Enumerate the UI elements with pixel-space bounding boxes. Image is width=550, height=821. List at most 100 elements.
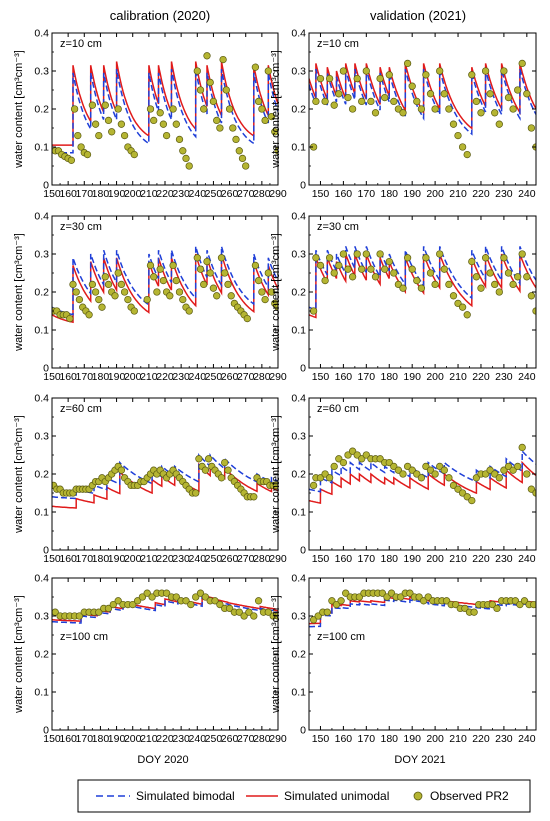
x-tick-label: 270 bbox=[237, 188, 255, 200]
x-tick-label: 230 bbox=[495, 188, 513, 200]
plot-area bbox=[309, 443, 536, 505]
x-tick-label: 170 bbox=[358, 553, 376, 565]
observed-point bbox=[309, 616, 318, 624]
y-tick-label: 0 bbox=[300, 363, 306, 375]
legend-box bbox=[77, 779, 531, 813]
observed-point bbox=[221, 269, 229, 277]
plot-area bbox=[309, 246, 536, 319]
x-tick-label: 240 bbox=[518, 553, 536, 565]
observed-point bbox=[463, 150, 471, 159]
observed-point bbox=[344, 265, 352, 273]
x-tick-label: 210 bbox=[140, 733, 158, 745]
observed-point bbox=[463, 311, 471, 319]
observed-point bbox=[95, 295, 103, 304]
observed-point bbox=[264, 67, 272, 75]
observed-point bbox=[330, 269, 338, 277]
observed-point bbox=[436, 462, 444, 471]
observed-point bbox=[520, 597, 529, 605]
panel-val-30: 0 0.1 0.2 0.3 0.4 150 160 170 180 190 200 210 220 230… bbox=[270, 211, 537, 383]
observed-point bbox=[88, 280, 97, 289]
observed-point bbox=[436, 67, 444, 75]
y-tick-label: 0.1 bbox=[291, 507, 306, 519]
observed-point bbox=[417, 105, 426, 113]
observed-point bbox=[376, 250, 384, 258]
observed-point bbox=[203, 52, 211, 60]
observed-point bbox=[417, 284, 426, 292]
observed-point bbox=[143, 589, 151, 597]
observed-point bbox=[426, 90, 435, 98]
observed-point bbox=[274, 147, 278, 155]
observed-point bbox=[378, 589, 387, 597]
observed-point bbox=[518, 443, 526, 452]
observed-point bbox=[224, 466, 232, 474]
observed-point bbox=[219, 55, 227, 64]
y-tick-label: 0 bbox=[300, 725, 306, 737]
observed-point bbox=[216, 600, 224, 609]
observed-point bbox=[323, 608, 331, 616]
observed-point bbox=[481, 67, 490, 75]
y-tick-label: 0.3 bbox=[34, 249, 49, 261]
x-tick-label: 170 bbox=[358, 733, 376, 745]
observed-point bbox=[159, 120, 168, 128]
observed-point bbox=[267, 112, 276, 121]
x-tick-label: 190 bbox=[403, 733, 421, 745]
x-tick-label: 220 bbox=[156, 188, 174, 200]
x-tick-label: 220 bbox=[156, 733, 174, 745]
x-tick-label: 290 bbox=[269, 371, 287, 383]
x-tick-label: 210 bbox=[140, 188, 158, 200]
observed-point bbox=[339, 250, 348, 258]
x-tick-label: 180 bbox=[380, 371, 398, 383]
depth-label: z=100 cm bbox=[317, 631, 365, 643]
observed-point bbox=[91, 120, 100, 128]
observed-point bbox=[452, 600, 460, 609]
observed-point bbox=[172, 120, 180, 128]
observed-point bbox=[325, 254, 334, 262]
x-tick-label: 160 bbox=[59, 733, 77, 745]
x-tick-label: 210 bbox=[449, 188, 467, 200]
observed-point bbox=[187, 600, 195, 609]
x-tick-label: 260 bbox=[221, 188, 239, 200]
validation-column-title: validation (2021) bbox=[370, 8, 466, 23]
observed-point bbox=[449, 292, 458, 300]
y-tick-label: 0.4 bbox=[34, 573, 49, 585]
observed-point bbox=[468, 257, 476, 266]
observed-point bbox=[192, 489, 200, 497]
observed-point bbox=[75, 612, 84, 620]
observed-point bbox=[201, 593, 210, 601]
depth-label: z=30 cm bbox=[317, 221, 359, 233]
observed-point bbox=[530, 600, 536, 609]
observed-point bbox=[440, 466, 448, 474]
observed-point bbox=[514, 462, 522, 471]
observed-point bbox=[175, 135, 184, 144]
observed-point bbox=[358, 455, 366, 463]
y-axis-label: water content [cm³cm⁻³] bbox=[270, 233, 282, 352]
unimodal-series-line bbox=[52, 253, 278, 324]
observed-point bbox=[335, 90, 343, 98]
observed-point bbox=[124, 295, 132, 304]
observed-point bbox=[399, 109, 407, 117]
observed-point bbox=[242, 162, 250, 170]
observed-point bbox=[355, 593, 364, 601]
x-tick-label: 180 bbox=[380, 188, 398, 200]
y-tick-label: 0.3 bbox=[34, 611, 49, 623]
x-tick-label: 280 bbox=[253, 733, 271, 745]
y-tick-label: 0.3 bbox=[291, 249, 306, 261]
observed-point bbox=[406, 589, 414, 597]
observed-point bbox=[495, 474, 503, 482]
x-tick-label: 290 bbox=[269, 188, 287, 200]
observed-point bbox=[175, 288, 184, 296]
observed-point bbox=[225, 105, 234, 113]
x-tick-label: 240 bbox=[518, 733, 536, 745]
observed-point bbox=[472, 97, 481, 106]
observed-point bbox=[193, 254, 201, 262]
y-tick-label: 0 bbox=[43, 180, 49, 192]
y-tick-label: 0.3 bbox=[291, 431, 306, 443]
observed-point bbox=[227, 292, 235, 300]
panel-cal-30: 0 0.1 0.2 0.3 0.4 150160170180190200210220230… bbox=[13, 211, 287, 384]
observed-point bbox=[213, 292, 221, 300]
x-tick-label: 150 bbox=[312, 188, 330, 200]
observed-point bbox=[514, 273, 522, 281]
observed-point bbox=[114, 269, 122, 277]
x-tick-label: 280 bbox=[253, 371, 271, 383]
